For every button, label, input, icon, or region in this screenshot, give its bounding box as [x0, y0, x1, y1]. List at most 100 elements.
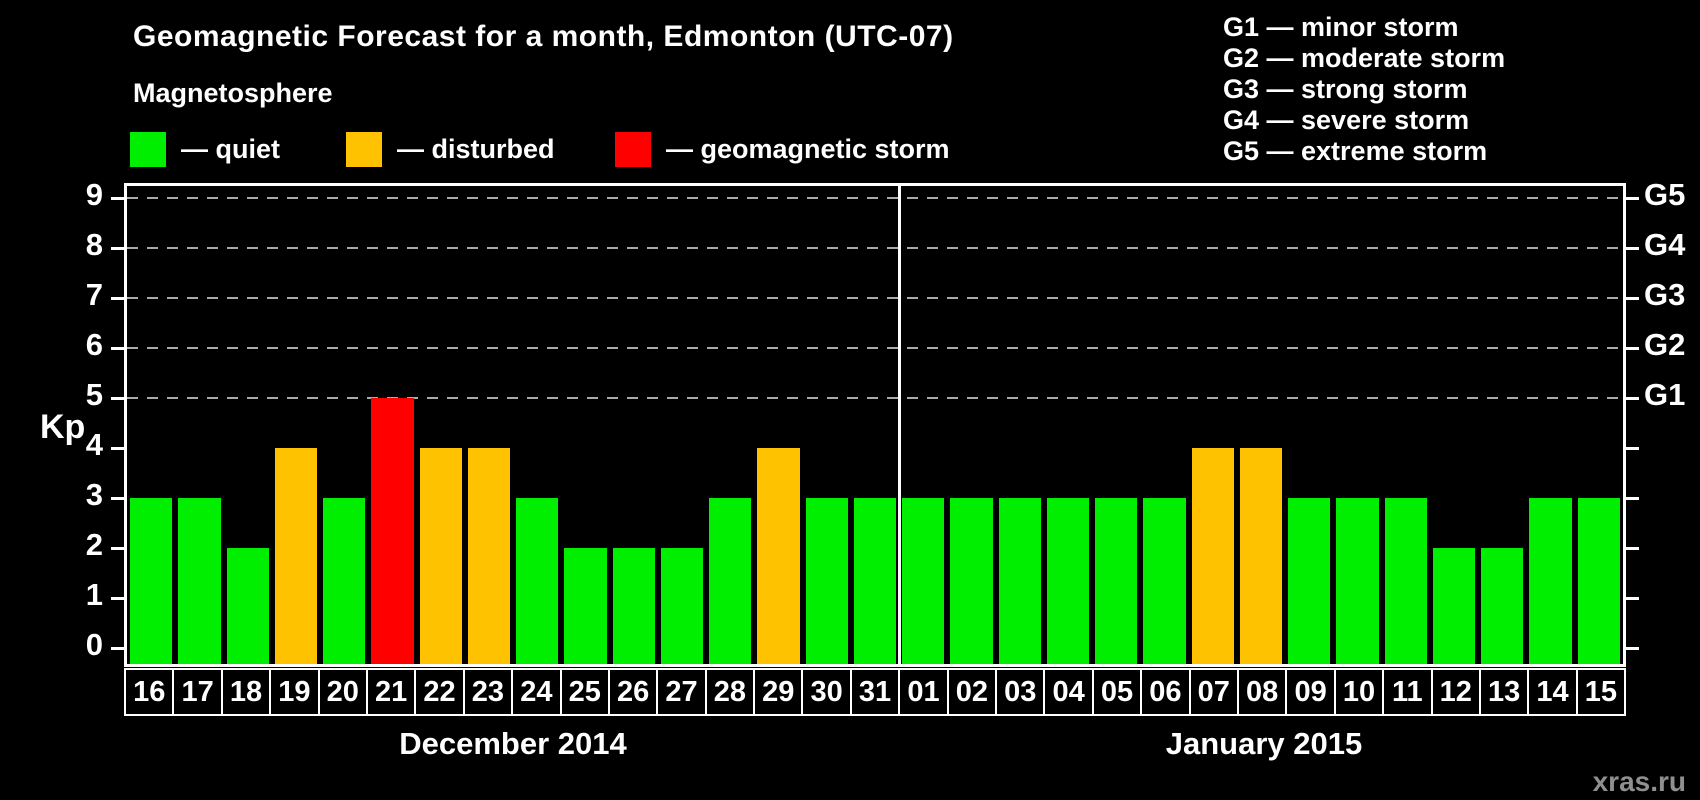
g-legend-line-g3: G3 — strong storm — [1223, 74, 1468, 104]
day-cell-07: 07 — [1188, 668, 1239, 716]
day-cell-12: 12 — [1430, 668, 1481, 716]
plot-inner — [127, 186, 1623, 664]
day-cell-31: 31 — [849, 668, 901, 716]
legend-label-disturbed: — disturbed — [397, 133, 555, 164]
g-scale-legend: G1 — minor storm G2 — moderate storm G3 — … — [1223, 12, 1505, 167]
day-cell-13: 13 — [1478, 668, 1530, 716]
g-axis-label-g5: G5 — [1644, 177, 1686, 212]
gridline-kp-9 — [127, 197, 1623, 199]
legend-swatch-disturbed — [346, 131, 382, 167]
day-cell-24: 24 — [511, 668, 562, 716]
kp-bar-day-22 — [419, 448, 462, 664]
kp-bar-day-01 — [902, 498, 945, 664]
kp-bar-day-04 — [1046, 498, 1090, 664]
day-cell-04: 04 — [1043, 668, 1094, 716]
y-tick-label-0: 0 — [85, 627, 103, 662]
y-axis-title: Kp — [40, 408, 86, 446]
legend-item-storm: — geomagnetic storm — [615, 130, 950, 168]
g-axis-label-g4: G4 — [1644, 227, 1686, 262]
kp-bar-day-20 — [323, 498, 366, 664]
day-cell-18: 18 — [220, 668, 272, 716]
kp-bar-day-10 — [1336, 498, 1379, 664]
kp-bar-day-06 — [1143, 498, 1186, 664]
kp-bar-day-29 — [757, 448, 800, 664]
kp-bar-day-19 — [274, 448, 318, 664]
g-legend-line-g1: G1 — minor storm — [1223, 12, 1459, 42]
kp-bar-day-15 — [1577, 498, 1620, 664]
day-cell-16: 16 — [124, 668, 175, 716]
g-legend-line-g4: G4 — severe storm — [1223, 105, 1470, 135]
day-cell-09: 09 — [1285, 668, 1336, 716]
kp-bar-day-12 — [1432, 548, 1476, 664]
legend-item-disturbed: — disturbed — [346, 130, 555, 168]
y-tick-label-7: 7 — [85, 277, 103, 312]
legend-label-storm: — geomagnetic storm — [666, 133, 950, 164]
gridline-kp-7 — [127, 297, 1623, 299]
left-tick-kp-1 — [111, 596, 124, 600]
kp-bar-day-24 — [516, 498, 559, 664]
kp-bar-day-11 — [1384, 498, 1427, 664]
magnetosphere-legend-title: Magnetosphere — [133, 78, 333, 108]
kp-bar-day-05 — [1095, 498, 1138, 664]
right-tick-kp-1 — [1626, 596, 1639, 600]
kp-bar-day-17 — [178, 498, 221, 664]
day-cell-25: 25 — [559, 668, 610, 716]
g-axis-label-g2: G2 — [1644, 327, 1686, 362]
y-tick-label-6: 6 — [85, 327, 103, 362]
day-cell-02: 02 — [946, 668, 998, 716]
day-axis-strip: 16 17 18 19 20 21 22 23 24 25 26 27 28 29 30 31 01 02 03 04… — [124, 668, 1627, 716]
day-cell-15: 15 — [1575, 668, 1627, 716]
kp-bar-day-03 — [998, 498, 1041, 664]
kp-bar-day-31 — [853, 498, 897, 664]
y-tick-label-9: 9 — [85, 177, 103, 212]
left-tick-kp-5 — [111, 396, 124, 400]
kp-bar-day-14 — [1529, 498, 1572, 664]
day-cell-14: 14 — [1527, 668, 1578, 716]
left-tick-kp-7 — [111, 296, 124, 300]
right-tick-kp-5 — [1626, 396, 1639, 400]
month-divider-line — [897, 186, 901, 664]
right-tick-kp-6 — [1626, 346, 1639, 350]
y-tick-label-2: 2 — [85, 527, 103, 562]
day-cell-19: 19 — [269, 668, 320, 716]
kp-bar-day-30 — [805, 498, 848, 664]
g-legend-line-g2: G2 — moderate storm — [1223, 43, 1506, 73]
day-cell-27: 27 — [656, 668, 707, 716]
right-tick-kp-2 — [1626, 546, 1639, 550]
g-axis-label-g1: G1 — [1644, 377, 1686, 412]
left-tick-kp-4 — [111, 446, 124, 450]
plot-area — [124, 183, 1626, 667]
day-cell-22: 22 — [414, 668, 465, 716]
day-cell-08: 08 — [1236, 668, 1288, 716]
day-cell-28: 28 — [704, 668, 756, 716]
kp-bar-day-08 — [1239, 448, 1283, 664]
right-tick-kp-4 — [1626, 446, 1639, 450]
y-tick-label-8: 8 — [85, 227, 103, 262]
left-tick-kp-2 — [111, 546, 124, 550]
y-tick-label-5: 5 — [85, 377, 103, 412]
kp-bar-day-18 — [226, 548, 269, 664]
legend-swatch-quiet — [130, 131, 166, 167]
g-axis-label-g3: G3 — [1644, 277, 1686, 312]
day-cell-03: 03 — [995, 668, 1046, 716]
month-label-january: January 2015 — [1165, 726, 1363, 761]
left-tick-kp-0 — [111, 646, 124, 650]
day-cell-01: 01 — [898, 668, 949, 716]
right-tick-kp-3 — [1626, 496, 1639, 500]
kp-bar-day-16 — [130, 498, 173, 664]
right-tick-kp-7 — [1626, 296, 1639, 300]
left-tick-kp-9 — [111, 196, 124, 200]
legend-label-quiet: — quiet — [181, 133, 280, 164]
kp-bar-day-23 — [467, 448, 511, 664]
left-tick-kp-3 — [111, 496, 124, 500]
day-cell-17: 17 — [172, 668, 223, 716]
day-cell-30: 30 — [801, 668, 852, 716]
kp-bar-day-09 — [1288, 498, 1331, 664]
kp-bar-day-21 — [371, 398, 414, 664]
y-tick-label-3: 3 — [85, 477, 103, 512]
kp-bar-day-07 — [1191, 448, 1234, 664]
right-tick-kp-8 — [1626, 246, 1639, 250]
watermark: xras.ru — [1592, 766, 1686, 797]
g-legend-line-g5: G5 — extreme storm — [1223, 136, 1488, 166]
